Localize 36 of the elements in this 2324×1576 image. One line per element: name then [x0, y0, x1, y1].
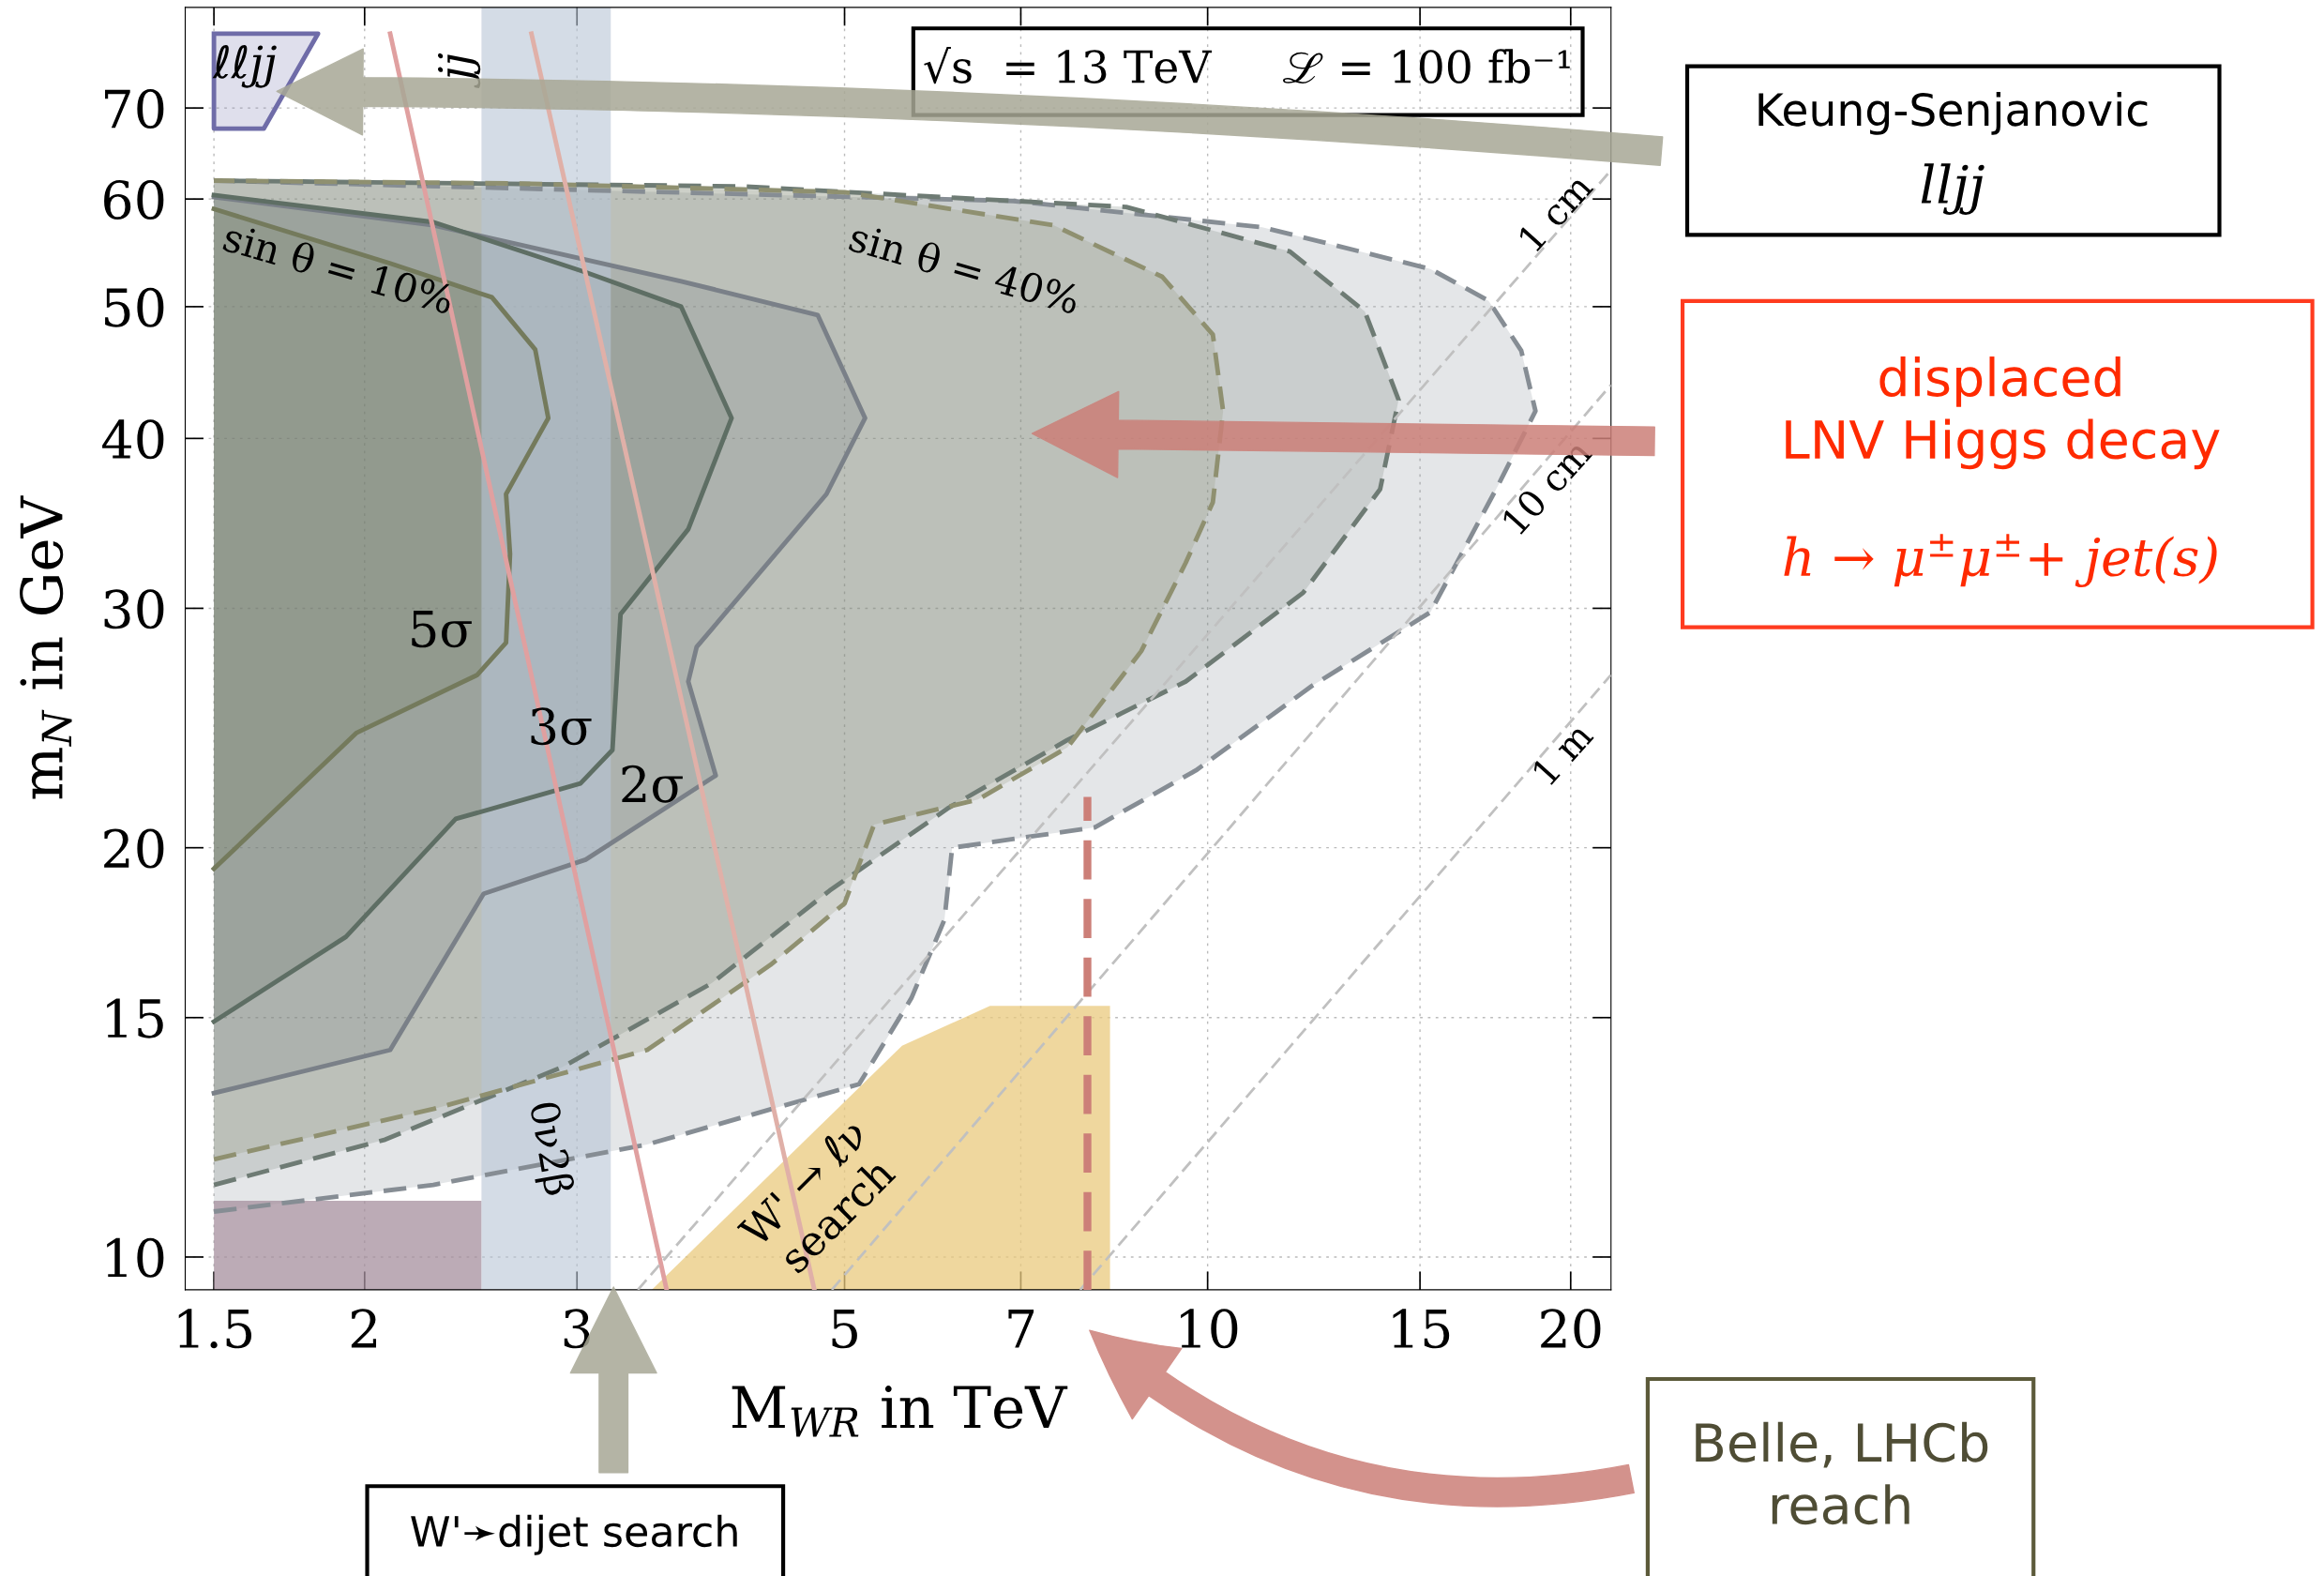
text: displaced LNV Higgs decay: [1786, 356, 2220, 470]
x-tick-label: 3: [564, 1309, 590, 1349]
y-tick-label: 20: [104, 828, 164, 869]
x-axis-title: M$_{WR}$ in TeV: [732, 1386, 1068, 1437]
annotation: 2σ: [622, 765, 683, 803]
annotation: jj: [438, 53, 481, 89]
annotation: 3σ: [531, 707, 592, 746]
x-tick-label: 1.5: [178, 1309, 251, 1349]
text: Keung-Senjanovic: [1758, 92, 2148, 135]
text: lljj: [1921, 163, 1984, 215]
x-tick-label: 10: [1181, 1309, 1238, 1349]
annotation: sin θ = 40%: [848, 220, 1082, 315]
x-tick-label: 2: [351, 1309, 376, 1348]
text: h → μ$^{±}$μ$^{±}$+ jet(s): [1784, 534, 2217, 588]
x-tick-label: 15: [1393, 1309, 1450, 1349]
y-tick-label: 30: [104, 589, 164, 629]
annotation: ℓℓjj: [212, 45, 277, 88]
x-tick-label: 5: [832, 1310, 857, 1349]
y-tick-label: 60: [104, 180, 164, 220]
y-tick-label: 10: [107, 1237, 164, 1278]
y-axis-title: m$_{N}$ in GeV: [20, 495, 72, 799]
annotation: 5σ: [412, 611, 472, 648]
annotation: 10 cm: [1501, 436, 1593, 536]
annotation: sin θ = 10%: [222, 220, 456, 315]
text: W'➛dijet search: [411, 1514, 737, 1555]
y-tick-label: 50: [105, 287, 164, 327]
annotation: 0ν2β: [521, 1100, 576, 1198]
text: Belle, LHCb reach: [1696, 1421, 1988, 1525]
y-tick-label: 40: [102, 419, 164, 460]
x-tick-label: 7: [1008, 1310, 1034, 1348]
y-tick-label: 15: [107, 998, 163, 1038]
y-tick-label: 70: [105, 88, 164, 129]
annotation: √s = 13 TeV ℒ = 100 fb⁻¹: [924, 46, 1570, 84]
x-tick-label: 20: [1541, 1309, 1601, 1349]
annotation: 1 m: [1531, 720, 1594, 786]
annotation: 1 cm: [1517, 171, 1594, 252]
